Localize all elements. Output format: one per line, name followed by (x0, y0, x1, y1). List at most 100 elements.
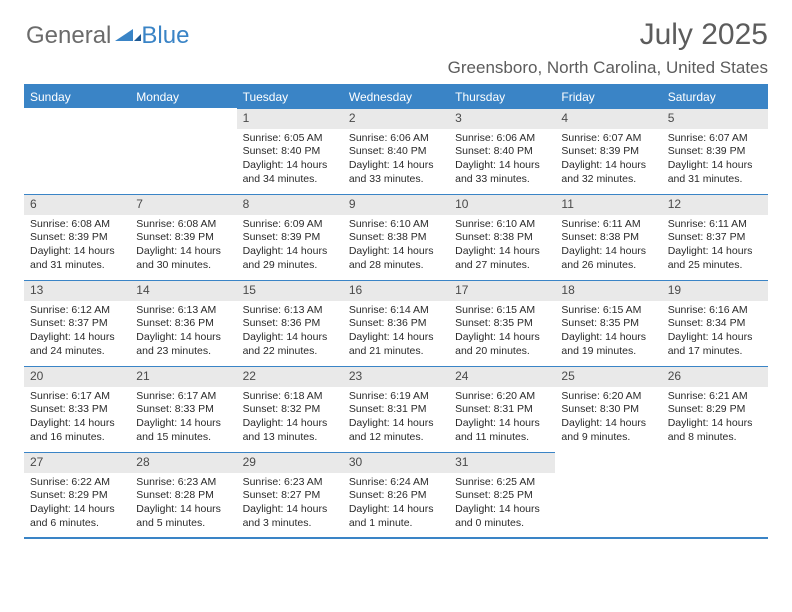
day-details: Sunrise: 6:09 AMSunset: 8:39 PMDaylight:… (237, 215, 343, 277)
day-details: Sunrise: 6:14 AMSunset: 8:36 PMDaylight:… (343, 301, 449, 363)
day-number: 21 (130, 366, 236, 387)
weekday-header: Thursday (449, 85, 555, 108)
calendar-day-cell: 1Sunrise: 6:05 AMSunset: 8:40 PMDaylight… (237, 108, 343, 194)
day-details: Sunrise: 6:07 AMSunset: 8:39 PMDaylight:… (662, 129, 768, 191)
weekday-header: Wednesday (343, 85, 449, 108)
page-title: July 2025 (640, 18, 768, 52)
day-number: 14 (130, 280, 236, 301)
day-details: Sunrise: 6:10 AMSunset: 8:38 PMDaylight:… (449, 215, 555, 277)
calendar-day-cell: 28Sunrise: 6:23 AMSunset: 8:28 PMDayligh… (130, 452, 236, 538)
logo-text-general: General (26, 22, 111, 50)
header: General Blue July 2025 Greensboro, North… (24, 18, 768, 84)
day-number: 9 (343, 194, 449, 215)
calendar-day-cell: 5Sunrise: 6:07 AMSunset: 8:39 PMDaylight… (662, 108, 768, 194)
calendar-body: 1Sunrise: 6:05 AMSunset: 8:40 PMDaylight… (24, 108, 768, 538)
page-subtitle: Greensboro, North Carolina, United State… (448, 58, 768, 78)
weekday-header: Sunday (24, 85, 130, 108)
day-details: Sunrise: 6:12 AMSunset: 8:37 PMDaylight:… (24, 301, 130, 363)
day-details: Sunrise: 6:11 AMSunset: 8:37 PMDaylight:… (662, 215, 768, 277)
day-details: Sunrise: 6:16 AMSunset: 8:34 PMDaylight:… (662, 301, 768, 363)
day-number: 11 (555, 194, 661, 215)
calendar-day-cell: 3Sunrise: 6:06 AMSunset: 8:40 PMDaylight… (449, 108, 555, 194)
day-number: 19 (662, 280, 768, 301)
day-number: 28 (130, 452, 236, 473)
day-number: 17 (449, 280, 555, 301)
day-number: 20 (24, 366, 130, 387)
calendar-week-row: 13Sunrise: 6:12 AMSunset: 8:37 PMDayligh… (24, 280, 768, 366)
calendar-day-cell: 13Sunrise: 6:12 AMSunset: 8:37 PMDayligh… (24, 280, 130, 366)
day-number: 1 (237, 108, 343, 129)
calendar-day-cell: 12Sunrise: 6:11 AMSunset: 8:37 PMDayligh… (662, 194, 768, 280)
day-number: 18 (555, 280, 661, 301)
calendar-day-cell: 9Sunrise: 6:10 AMSunset: 8:38 PMDaylight… (343, 194, 449, 280)
weekday-header: Saturday (662, 85, 768, 108)
day-number: 8 (237, 194, 343, 215)
day-number: 5 (662, 108, 768, 129)
calendar-empty-cell (555, 452, 661, 538)
calendar-day-cell: 29Sunrise: 6:23 AMSunset: 8:27 PMDayligh… (237, 452, 343, 538)
day-details: Sunrise: 6:10 AMSunset: 8:38 PMDaylight:… (343, 215, 449, 277)
day-details: Sunrise: 6:06 AMSunset: 8:40 PMDaylight:… (343, 129, 449, 191)
calendar-day-cell: 25Sunrise: 6:20 AMSunset: 8:30 PMDayligh… (555, 366, 661, 452)
day-details: Sunrise: 6:23 AMSunset: 8:28 PMDaylight:… (130, 473, 236, 535)
day-details: Sunrise: 6:11 AMSunset: 8:38 PMDaylight:… (555, 215, 661, 277)
day-details: Sunrise: 6:13 AMSunset: 8:36 PMDaylight:… (130, 301, 236, 363)
calendar-empty-cell (24, 108, 130, 194)
day-details: Sunrise: 6:24 AMSunset: 8:26 PMDaylight:… (343, 473, 449, 535)
day-details: Sunrise: 6:22 AMSunset: 8:29 PMDaylight:… (24, 473, 130, 535)
calendar-day-cell: 4Sunrise: 6:07 AMSunset: 8:39 PMDaylight… (555, 108, 661, 194)
calendar-day-cell: 24Sunrise: 6:20 AMSunset: 8:31 PMDayligh… (449, 366, 555, 452)
calendar-week-row: 27Sunrise: 6:22 AMSunset: 8:29 PMDayligh… (24, 452, 768, 538)
calendar-day-cell: 16Sunrise: 6:14 AMSunset: 8:36 PMDayligh… (343, 280, 449, 366)
calendar-day-cell: 22Sunrise: 6:18 AMSunset: 8:32 PMDayligh… (237, 366, 343, 452)
logo: General Blue (26, 22, 189, 50)
day-details: Sunrise: 6:21 AMSunset: 8:29 PMDaylight:… (662, 387, 768, 449)
day-number: 26 (662, 366, 768, 387)
calendar-head: SundayMondayTuesdayWednesdayThursdayFrid… (24, 85, 768, 108)
day-number: 2 (343, 108, 449, 129)
calendar-day-cell: 2Sunrise: 6:06 AMSunset: 8:40 PMDaylight… (343, 108, 449, 194)
day-number: 27 (24, 452, 130, 473)
day-number: 29 (237, 452, 343, 473)
day-details: Sunrise: 6:18 AMSunset: 8:32 PMDaylight:… (237, 387, 343, 449)
day-details: Sunrise: 6:17 AMSunset: 8:33 PMDaylight:… (130, 387, 236, 449)
day-number: 22 (237, 366, 343, 387)
day-number: 4 (555, 108, 661, 129)
calendar-day-cell: 20Sunrise: 6:17 AMSunset: 8:33 PMDayligh… (24, 366, 130, 452)
day-details: Sunrise: 6:08 AMSunset: 8:39 PMDaylight:… (24, 215, 130, 277)
calendar-day-cell: 6Sunrise: 6:08 AMSunset: 8:39 PMDaylight… (24, 194, 130, 280)
weekday-header: Tuesday (237, 85, 343, 108)
day-details: Sunrise: 6:20 AMSunset: 8:30 PMDaylight:… (555, 387, 661, 449)
day-number: 12 (662, 194, 768, 215)
calendar-day-cell: 31Sunrise: 6:25 AMSunset: 8:25 PMDayligh… (449, 452, 555, 538)
day-number: 30 (343, 452, 449, 473)
weekday-header: Friday (555, 85, 661, 108)
logo-mark-icon (115, 25, 141, 48)
day-number: 13 (24, 280, 130, 301)
calendar-empty-cell (662, 452, 768, 538)
day-details: Sunrise: 6:17 AMSunset: 8:33 PMDaylight:… (24, 387, 130, 449)
day-details: Sunrise: 6:19 AMSunset: 8:31 PMDaylight:… (343, 387, 449, 449)
day-details: Sunrise: 6:20 AMSunset: 8:31 PMDaylight:… (449, 387, 555, 449)
day-details: Sunrise: 6:06 AMSunset: 8:40 PMDaylight:… (449, 129, 555, 191)
day-details: Sunrise: 6:07 AMSunset: 8:39 PMDaylight:… (555, 129, 661, 191)
calendar-day-cell: 14Sunrise: 6:13 AMSunset: 8:36 PMDayligh… (130, 280, 236, 366)
logo-text-blue: Blue (141, 22, 189, 50)
day-number: 10 (449, 194, 555, 215)
day-number: 24 (449, 366, 555, 387)
calendar-day-cell: 30Sunrise: 6:24 AMSunset: 8:26 PMDayligh… (343, 452, 449, 538)
calendar-empty-cell (130, 108, 236, 194)
day-number: 7 (130, 194, 236, 215)
calendar-day-cell: 21Sunrise: 6:17 AMSunset: 8:33 PMDayligh… (130, 366, 236, 452)
day-number: 23 (343, 366, 449, 387)
day-details: Sunrise: 6:15 AMSunset: 8:35 PMDaylight:… (555, 301, 661, 363)
calendar-week-row: 1Sunrise: 6:05 AMSunset: 8:40 PMDaylight… (24, 108, 768, 194)
day-number: 6 (24, 194, 130, 215)
day-details: Sunrise: 6:15 AMSunset: 8:35 PMDaylight:… (449, 301, 555, 363)
calendar-day-cell: 7Sunrise: 6:08 AMSunset: 8:39 PMDaylight… (130, 194, 236, 280)
day-number: 31 (449, 452, 555, 473)
day-number: 15 (237, 280, 343, 301)
calendar-day-cell: 26Sunrise: 6:21 AMSunset: 8:29 PMDayligh… (662, 366, 768, 452)
day-details: Sunrise: 6:23 AMSunset: 8:27 PMDaylight:… (237, 473, 343, 535)
day-number: 3 (449, 108, 555, 129)
